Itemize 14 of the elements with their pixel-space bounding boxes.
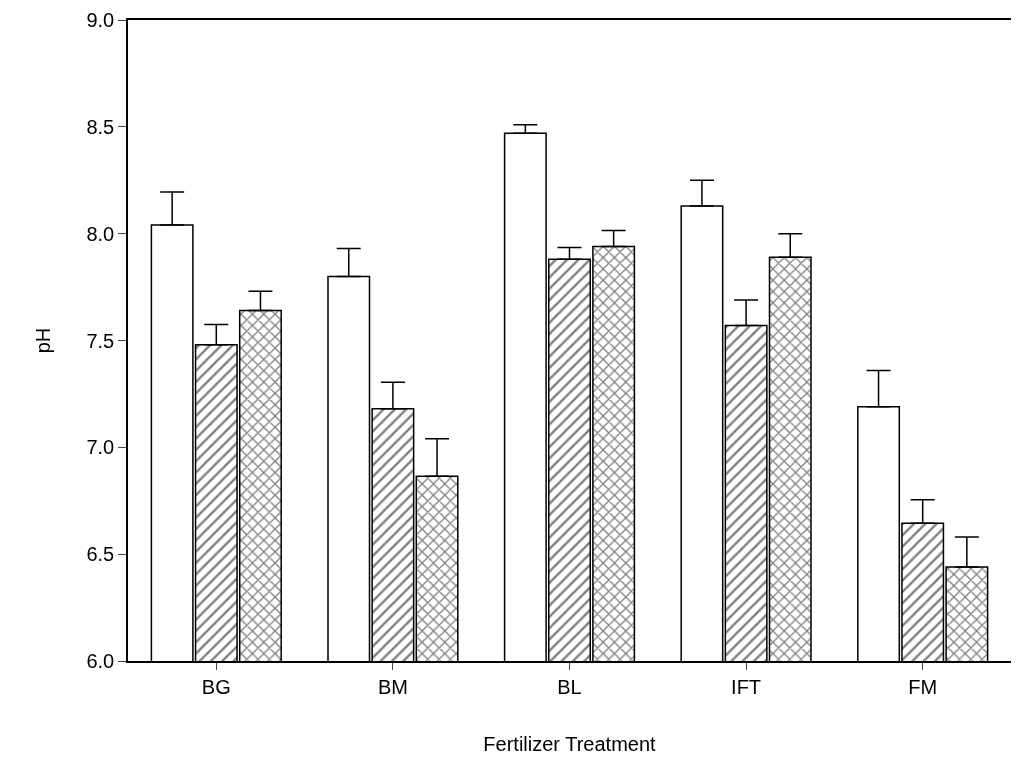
x-axis-title: Fertilizer Treatment [483,732,657,755]
y-tick-label: 6.5 [86,543,115,566]
y-tick-label: 7.5 [86,329,115,352]
x-tick-label: FM [908,675,938,698]
y-tick-label: 8.5 [86,115,115,138]
y-tick-label: 6.0 [86,650,115,672]
x-tick-label: BL [557,675,582,698]
y-axis-title: pH [32,327,55,354]
y-tick-label: 8.0 [86,222,115,245]
x-tick-label: IFT [731,675,762,698]
x-tick-label: BM [377,675,408,698]
y-tick-label: 9.0 [86,9,115,31]
y-tick-label: 7.0 [86,436,115,459]
x-tick-label: BG [201,675,231,698]
